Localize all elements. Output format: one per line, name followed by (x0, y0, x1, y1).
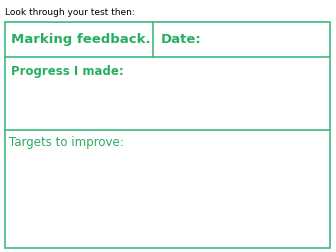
Text: Targets to improve:: Targets to improve: (9, 136, 124, 149)
Text: Progress I made:: Progress I made: (11, 65, 124, 78)
Bar (5, 22, 330, 248)
Text: Marking feedback.: Marking feedback. (11, 33, 151, 46)
Text: Look through your test then:: Look through your test then: (5, 8, 135, 17)
Text: Date:: Date: (161, 33, 202, 46)
